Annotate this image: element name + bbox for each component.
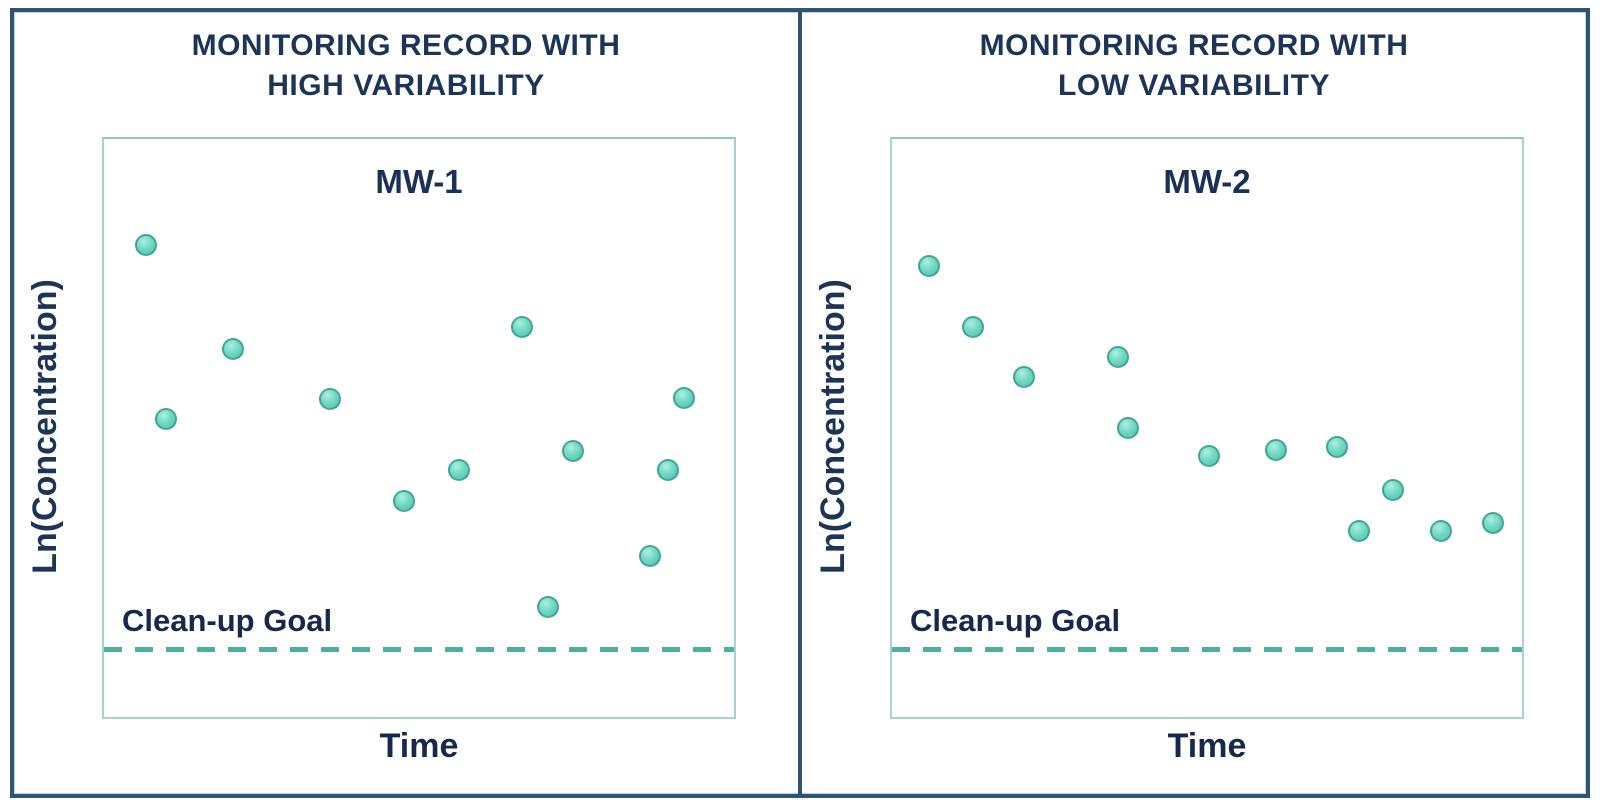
cleanup-goal-label: Clean-up Goal [122, 603, 333, 638]
y-axis-label-wrap: Ln(Concentration) [796, 137, 870, 715]
panel-title-line2: LOW VARIABILITY [1058, 69, 1330, 102]
well-label: MW-1 [375, 163, 463, 200]
data-point [318, 388, 341, 411]
panel-title: MONITORING RECORD WITH HIGH VARIABILITY [14, 26, 798, 106]
data-point [638, 545, 661, 568]
y-axis-label: Ln(Concentration) [813, 278, 852, 574]
data-point [918, 255, 941, 278]
cleanup-goal-line [104, 646, 734, 652]
data-point [1347, 519, 1370, 542]
cleanup-goal-line [892, 646, 1522, 652]
data-point [961, 315, 984, 338]
data-point [135, 234, 158, 257]
panel-title-line1: MONITORING RECORD WITH [979, 29, 1409, 62]
panel-title-line1: MONITORING RECORD WITH [191, 29, 621, 62]
data-point [1197, 444, 1220, 467]
data-point [1381, 478, 1404, 501]
data-point [1107, 345, 1130, 368]
data-point [511, 316, 534, 339]
data-point [1429, 519, 1452, 542]
panel-title-line2: HIGH VARIABILITY [267, 69, 545, 102]
data-point [1482, 511, 1505, 534]
x-axis-label: Time [1167, 727, 1247, 765]
data-point [222, 337, 245, 360]
data-point [448, 459, 471, 482]
panel-title: MONITORING RECORD WITH LOW VARIABILITY [802, 26, 1586, 106]
data-point [1325, 436, 1348, 459]
data-point [1265, 438, 1288, 461]
data-point [672, 386, 695, 409]
x-axis-label: Time [379, 727, 459, 765]
data-point [1012, 366, 1035, 389]
y-axis-label-wrap: Ln(Concentration) [8, 137, 82, 715]
panel-high-variability: MONITORING RECORD WITH HIGH VARIABILITY … [14, 12, 798, 794]
data-point [155, 407, 178, 430]
data-point [1117, 417, 1140, 439]
well-label: MW-2 [1163, 163, 1251, 200]
plot-area: MW-2 Clean-up Goal [890, 137, 1524, 719]
data-point [656, 459, 679, 482]
y-axis-label: Ln(Concentration) [25, 278, 64, 574]
cleanup-goal-label: Clean-up Goal [910, 603, 1121, 638]
data-point [392, 490, 415, 513]
data-point [537, 595, 560, 618]
data-point [561, 440, 584, 463]
plot-area: MW-1 Clean-up Goal [102, 137, 736, 719]
panel-container: MONITORING RECORD WITH HIGH VARIABILITY … [10, 8, 1590, 798]
panel-low-variability: MONITORING RECORD WITH LOW VARIABILITY L… [798, 12, 1586, 794]
